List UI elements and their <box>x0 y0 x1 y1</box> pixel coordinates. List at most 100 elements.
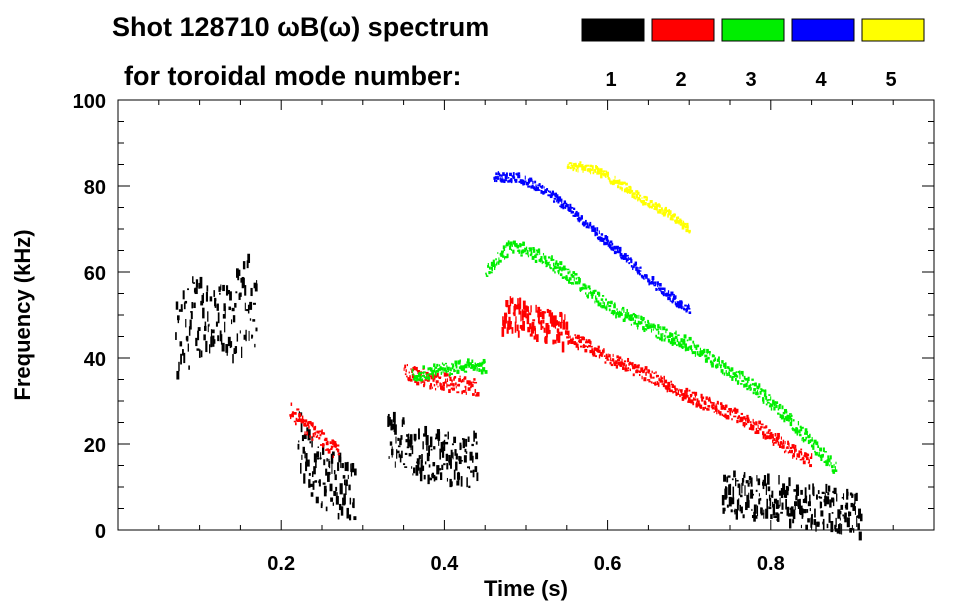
spectral-point <box>603 241 605 246</box>
spectral-point <box>657 284 659 288</box>
spectral-point <box>471 384 474 388</box>
spectral-point <box>722 507 725 514</box>
spectral-point <box>524 180 526 185</box>
spectral-point <box>743 375 746 380</box>
spectral-point <box>856 515 859 518</box>
spectral-point <box>547 324 550 335</box>
spectral-point <box>337 453 341 456</box>
spectral-point <box>247 304 250 314</box>
spectral-point <box>838 510 842 515</box>
spectral-point <box>441 367 444 371</box>
spectral-point <box>731 478 734 481</box>
spectral-point <box>185 318 187 328</box>
spectral-point <box>822 447 825 452</box>
spectral-point <box>394 424 397 435</box>
spectral-point <box>546 189 548 191</box>
spectral-point <box>203 334 206 341</box>
spectral-point <box>743 416 746 420</box>
spectral-point <box>750 383 752 387</box>
spectral-point <box>789 421 793 427</box>
spectral-point <box>642 369 646 372</box>
spectral-point <box>690 345 693 349</box>
spectral-point <box>345 483 347 496</box>
spectral-point <box>249 301 253 310</box>
spectral-point <box>318 436 321 440</box>
spectral-point <box>609 361 612 365</box>
spectral-point <box>767 430 770 434</box>
spectral-point <box>635 194 638 199</box>
spectral-point <box>608 304 612 308</box>
spectral-point <box>802 498 805 503</box>
spectral-point <box>613 304 616 309</box>
spectral-point <box>759 427 762 430</box>
legend-swatch-3 <box>721 18 785 42</box>
spectral-point <box>559 311 563 318</box>
spectral-point <box>613 361 617 367</box>
spectral-point <box>729 483 732 487</box>
spectral-point <box>688 389 691 392</box>
spectral-point <box>672 338 676 342</box>
spectral-point <box>532 327 535 331</box>
spectral-point <box>722 405 725 410</box>
spectral-point <box>603 355 606 357</box>
spectral-point <box>443 439 446 452</box>
spectral-point <box>652 203 655 206</box>
spectral-point <box>810 439 813 442</box>
spectral-point <box>792 519 795 524</box>
spectral-point <box>792 509 796 520</box>
spectral-point <box>677 341 680 346</box>
spectral-point <box>232 354 234 364</box>
spectral-point <box>786 506 790 516</box>
spectral-point <box>731 497 735 505</box>
spectral-point <box>453 377 455 381</box>
spectral-point <box>764 436 767 440</box>
spectral-point <box>569 338 572 342</box>
spectral-point <box>556 328 560 333</box>
spectral-point <box>687 307 691 310</box>
spectral-point <box>800 448 803 451</box>
spectral-point <box>466 466 470 469</box>
spectral-point <box>691 349 693 352</box>
spectral-point <box>815 441 817 446</box>
spectral-point <box>195 279 199 288</box>
spectral-point <box>795 427 799 433</box>
spectral-point <box>696 351 699 356</box>
spectral-point <box>805 431 809 433</box>
spectral-point <box>652 205 655 207</box>
spectral-point <box>504 256 508 259</box>
spectral-point <box>468 364 471 368</box>
spectral-point <box>686 395 689 398</box>
spectral-point <box>724 365 727 369</box>
spectral-point <box>753 388 756 392</box>
spectral-point <box>547 190 550 193</box>
spectral-point <box>670 214 673 218</box>
spectral-point <box>585 287 588 290</box>
spectral-point <box>474 388 477 394</box>
spectral-point <box>855 492 858 502</box>
spectral-point <box>725 487 728 499</box>
spectral-point <box>771 403 774 407</box>
spectral-point <box>738 380 740 384</box>
spectral-point <box>493 178 496 183</box>
spectral-point <box>437 431 441 441</box>
spectral-point <box>591 168 593 172</box>
spectral-point <box>652 281 654 285</box>
spectral-point <box>470 470 473 473</box>
spectral-point <box>614 175 616 179</box>
spectral-point <box>588 344 591 348</box>
spectral-point <box>666 209 670 213</box>
spectral-point <box>470 364 474 368</box>
spectral-point <box>627 367 630 370</box>
spectral-point <box>778 435 780 440</box>
spectral-point <box>625 187 628 192</box>
spectral-point <box>348 484 351 491</box>
spectral-point <box>688 311 692 315</box>
spectral-point <box>322 432 326 435</box>
spectral-point <box>653 208 655 210</box>
spectral-point <box>639 321 643 325</box>
spectral-point <box>720 405 724 410</box>
spectral-point <box>760 507 763 516</box>
spectral-point <box>623 309 625 313</box>
spectral-point <box>790 414 793 417</box>
spectral-point <box>450 383 454 386</box>
